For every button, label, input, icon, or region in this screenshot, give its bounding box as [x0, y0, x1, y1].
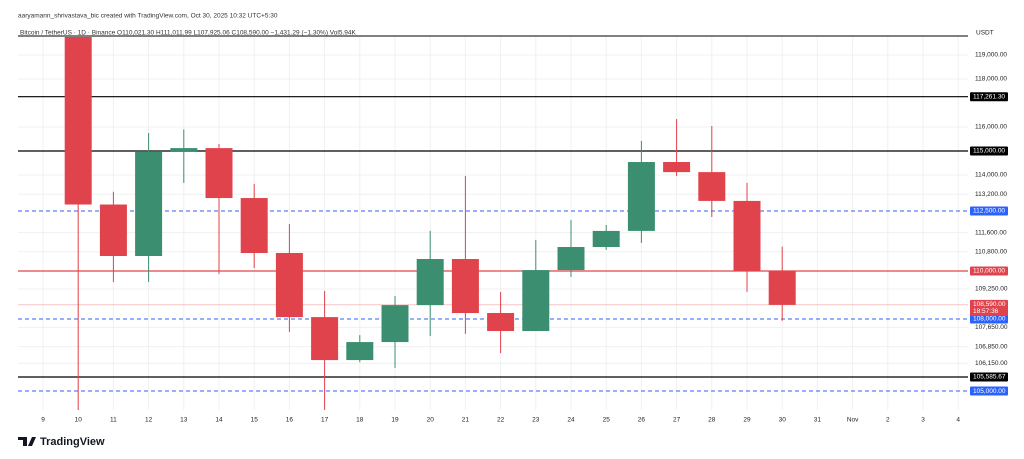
y-tick-label: 110,800.00 [975, 249, 1007, 256]
x-tick-label: 10 [75, 417, 83, 424]
level-label-bg [970, 314, 1008, 324]
level-label: 115,000.00 [973, 148, 1005, 155]
level-label: 108,000.00 [973, 316, 1006, 323]
y-tick-label: 113,200.00 [975, 191, 1007, 198]
level-label-bg [970, 206, 1008, 216]
level-label: 105,000.00 [973, 388, 1006, 395]
candle-body [346, 342, 374, 361]
x-tick-label: 25 [603, 417, 611, 424]
x-tick-label: 23 [532, 417, 540, 424]
x-tick-label: 20 [427, 417, 435, 424]
level-label: 112,500.00 [973, 208, 1005, 215]
y-tick-label: 114,000.00 [975, 172, 1007, 179]
candle-body [768, 270, 796, 305]
level-label-bg [970, 266, 1008, 276]
x-tick-label: 3 [921, 417, 925, 424]
level-label-bg [970, 92, 1008, 102]
level-label-bg [970, 146, 1008, 156]
candle-body [99, 204, 127, 257]
x-tick-label: 17 [321, 417, 329, 424]
candle-body [698, 172, 726, 201]
x-tick-label: 12 [145, 417, 153, 424]
logo: TradingView [18, 436, 105, 448]
x-tick-label: 31 [814, 417, 822, 424]
y-tick-label: 106,850.00 [975, 343, 1008, 350]
legend: Bitcoin / TetherUS · 1D · Binance O110,0… [20, 30, 356, 37]
candle-body [311, 317, 339, 361]
last-price-bg [970, 299, 1008, 316]
x-tick-label: 13 [180, 417, 188, 424]
level-label: 110,000.00 [973, 268, 1005, 275]
x-tick-label: 16 [286, 417, 294, 424]
x-tick-label: Nov [847, 417, 859, 424]
candle-body [135, 151, 163, 257]
x-tick-label: 27 [673, 417, 681, 424]
candle-body [205, 148, 233, 199]
candle-body [64, 37, 92, 205]
candle-body [170, 148, 198, 152]
x-tick-label: 22 [497, 417, 505, 424]
x-tick-label: 21 [462, 417, 470, 424]
y-tick-label: 107,650.00 [975, 324, 1008, 331]
candle-body [275, 253, 303, 318]
x-tick-label: 24 [567, 417, 575, 424]
y-tick-label: 118,000.00 [975, 76, 1007, 83]
level-label: 105,585.67 [973, 374, 1006, 381]
candle-body [627, 162, 655, 231]
x-tick-label: 11 [110, 417, 117, 424]
level-label-bg [970, 386, 1008, 396]
y-tick-label: 119,000.00 [975, 52, 1007, 59]
x-tick-label: 9 [41, 417, 45, 424]
candle-body [663, 162, 691, 173]
x-tick-label: 15 [251, 417, 259, 424]
x-tick-label: 26 [638, 417, 646, 424]
plot [18, 37, 968, 410]
x-tick-label: 28 [708, 417, 716, 424]
x-tick-label: 2 [886, 417, 890, 424]
candle-body [592, 230, 620, 248]
x-tick-label: 19 [391, 417, 399, 424]
candle-body [240, 198, 268, 254]
candle-body [557, 247, 585, 271]
y-tick-label: 111,600.00 [975, 229, 1007, 236]
logo-text: TradingView [40, 436, 105, 448]
x-tick-label: 4 [956, 417, 960, 424]
currency: USDT [976, 30, 994, 37]
x-tick-label: 30 [779, 417, 787, 424]
candle-body [381, 305, 409, 343]
x-tick-label: 29 [743, 417, 751, 424]
y-tick-label: 116,000.00 [975, 124, 1007, 131]
level-label-bg [970, 372, 1008, 382]
candle-body [522, 270, 550, 332]
candle-body [487, 313, 515, 332]
candle-body [416, 259, 444, 306]
y-tick-label: 106,150.00 [975, 360, 1008, 367]
candle-body [733, 200, 761, 271]
last-price-label: 108,590.00 [973, 301, 1006, 308]
x-tick-label: 18 [356, 417, 364, 424]
x-tick-label: 14 [215, 417, 223, 424]
countdown: 18:57:36 [973, 308, 999, 315]
level-label: 117,261.30 [973, 93, 1005, 100]
y-tick-label: 109,250.00 [975, 286, 1008, 293]
credit: aaryamann_shrivastava_bic created with T… [18, 13, 278, 20]
candle-body [451, 259, 479, 314]
